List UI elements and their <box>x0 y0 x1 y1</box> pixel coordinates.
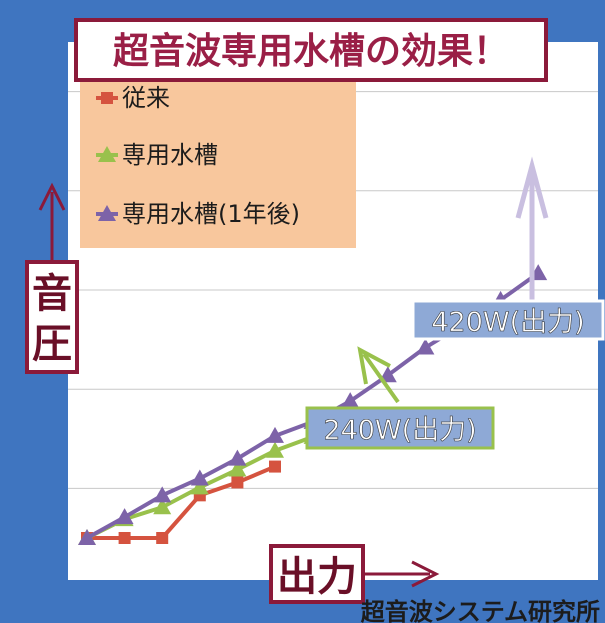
data-point <box>190 478 209 495</box>
legend-label: 専用水槽(1年後) <box>122 200 300 228</box>
watermark: 超音波システム研究所 <box>361 598 600 623</box>
data-point <box>341 392 360 409</box>
y-axis-label-char-2: 圧 <box>32 321 72 367</box>
x-axis-label: 出力 <box>277 554 357 600</box>
x-axis-label-box: 出力 <box>269 544 365 604</box>
data-point <box>266 426 284 443</box>
callout-420: 420W(出力) <box>411 299 605 341</box>
data-point <box>190 469 209 486</box>
callout-240-text: 240W(出力) <box>323 415 476 446</box>
callout-240-arrow <box>357 346 400 404</box>
data-point <box>416 338 435 355</box>
legend-label: 専用水槽 <box>122 141 218 169</box>
title-box: 超音波専用水槽の効果！ <box>74 18 548 82</box>
x-axis-arrow <box>363 560 440 588</box>
legend-item: 従来 <box>96 84 170 112</box>
data-point <box>231 476 244 489</box>
legend-item: 専用水槽(1年後) <box>96 200 300 228</box>
legend-item: 専用水槽 <box>96 141 218 169</box>
legend-box <box>80 70 356 248</box>
data-point <box>78 529 96 545</box>
legend-label: 従来 <box>122 84 170 112</box>
series-line <box>87 464 276 540</box>
data-point <box>153 486 172 503</box>
callout-420-text: 420W(出力) <box>431 307 584 338</box>
data-point <box>115 508 134 525</box>
legend-marker <box>98 146 116 162</box>
data-point <box>156 532 169 544</box>
data-point <box>153 498 172 515</box>
data-point <box>118 532 131 544</box>
y-axis-label-char-1: 音 <box>32 271 72 317</box>
y-axis-label-box: 音 圧 <box>25 260 79 374</box>
data-point <box>228 460 247 477</box>
data-point <box>228 449 247 466</box>
callout-240: 240W(出力) <box>305 406 495 450</box>
data-point <box>266 441 284 458</box>
legend-marker <box>101 92 113 104</box>
data-point <box>269 460 281 473</box>
y-axis-arrow <box>38 182 66 262</box>
legend-marker <box>98 205 116 221</box>
chart-title: 超音波専用水槽の効果！ <box>113 31 509 72</box>
callout-420-arrow <box>515 156 549 300</box>
